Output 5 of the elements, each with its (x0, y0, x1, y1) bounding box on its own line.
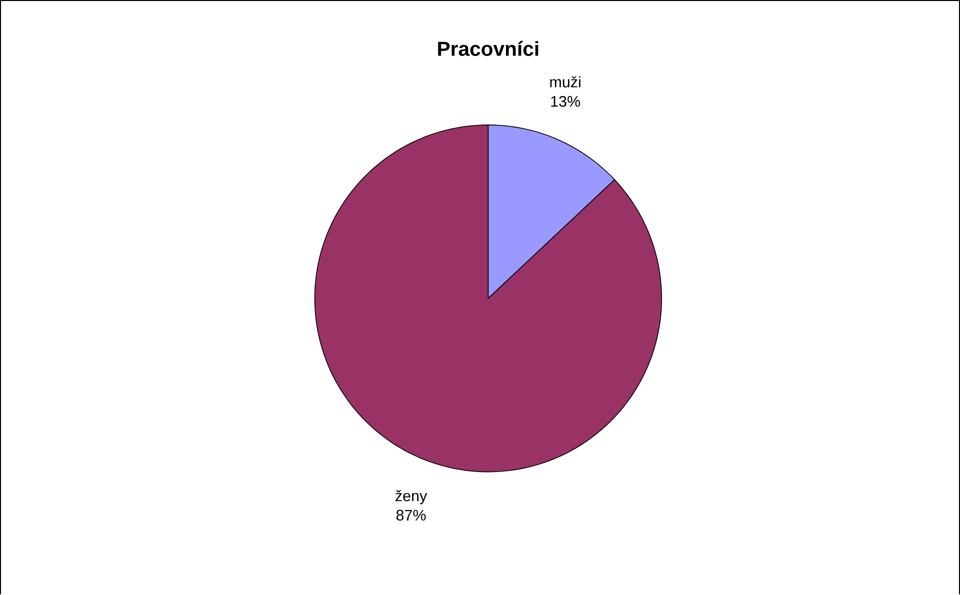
chart-title: Pracovníci (438, 41, 538, 56)
data-label: 87% (396, 510, 426, 521)
slice-label: muži (550, 76, 580, 88)
data-label: 13% (551, 96, 580, 107)
slice-label: ženy (396, 490, 428, 504)
